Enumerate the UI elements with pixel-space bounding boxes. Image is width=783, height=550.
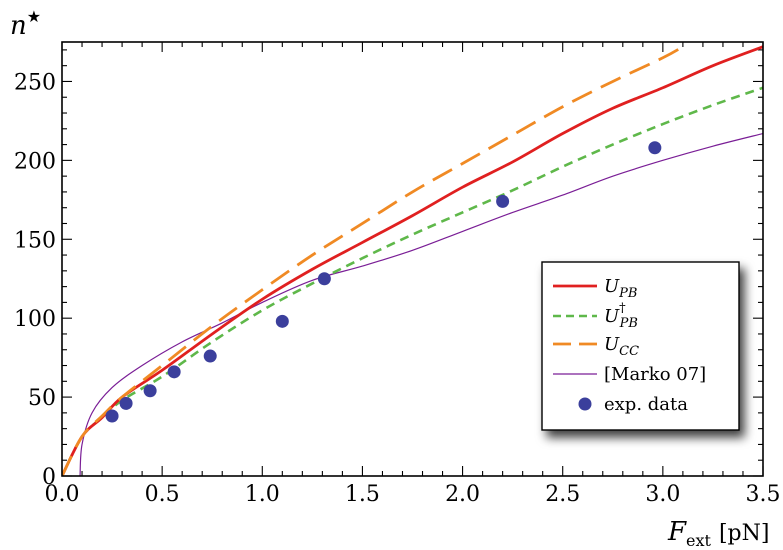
axis-ticks	[61, 42, 764, 477]
series-lines	[62, 45, 763, 476]
legend-label: UCC	[604, 334, 639, 359]
data-point	[648, 141, 662, 155]
series-line-u-pb	[62, 45, 763, 476]
data-point	[203, 349, 217, 363]
y-axis-title: n★	[10, 7, 41, 41]
x-tick-label: 3.0	[645, 482, 680, 507]
x-tick-label: 0.0	[45, 482, 80, 507]
x-tick-label: 3.5	[746, 482, 781, 507]
x-tick-label: 1.0	[245, 482, 280, 507]
data-point	[496, 194, 510, 208]
legend-swatch-scatter	[578, 397, 592, 411]
legend-label: [Marko 07]	[604, 364, 706, 385]
x-axis-title: Fext [pN]	[667, 517, 769, 550]
y-tick-label: 0	[42, 465, 56, 490]
series-line-marko-07	[79, 132, 763, 476]
series-line-u-cc	[62, 45, 684, 476]
x-tick-label: 2.0	[445, 482, 480, 507]
data-point	[275, 314, 289, 328]
legend-box	[541, 261, 740, 431]
data-point	[105, 409, 119, 423]
legend-label: UPB	[604, 276, 637, 301]
tick-labels: 0.0 0.5 1.0 1.5 2.0 2.5 3.0 3.5 0 50 100 150 200 250	[14, 70, 781, 507]
x-tick-label: 2.5	[545, 482, 580, 507]
y-tick-label: 50	[28, 386, 56, 411]
legend-label: U† PB	[604, 301, 638, 331]
legend-label: exp. data	[604, 394, 688, 415]
y-tick-label: 250	[14, 70, 56, 95]
scatter-points	[105, 141, 662, 423]
x-tick-label: 1.5	[345, 482, 380, 507]
data-point	[143, 384, 157, 398]
data-point	[119, 396, 133, 410]
y-tick-label: 100	[14, 307, 56, 332]
y-tick-label: 200	[14, 149, 56, 174]
plot-frame	[61, 41, 764, 477]
y-tick-label: 150	[14, 228, 56, 253]
data-point	[317, 272, 331, 286]
series-line-u-pb	[62, 86, 763, 476]
x-tick-label: 0.5	[145, 482, 180, 507]
data-point	[167, 365, 181, 379]
